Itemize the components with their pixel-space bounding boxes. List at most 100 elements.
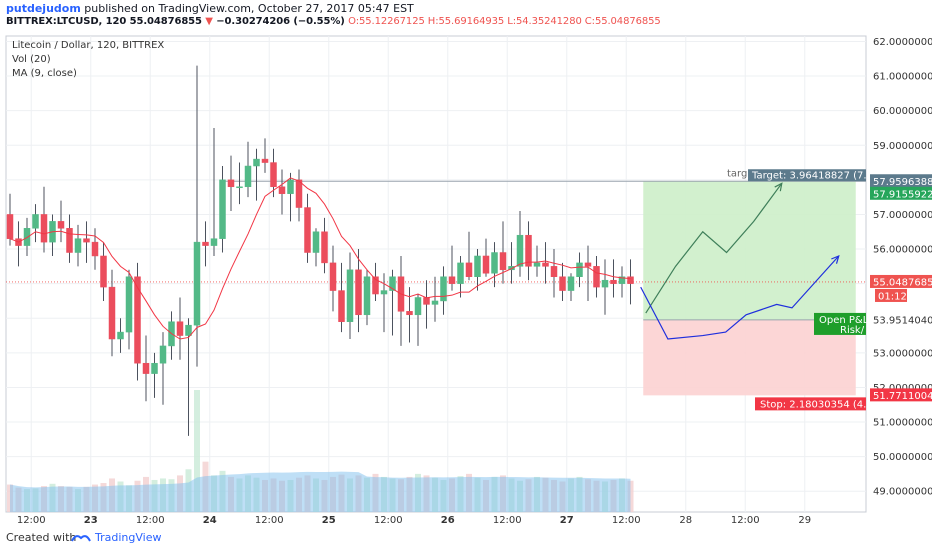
x-tick-label: 12:00 [17,515,46,526]
tradingview-brand[interactable]: TradingView [95,531,162,544]
candle[interactable] [202,241,209,246]
candle[interactable] [491,252,498,274]
candle[interactable] [372,276,379,295]
candle[interactable] [346,269,354,322]
candle[interactable] [270,162,277,188]
candle[interactable] [610,279,617,284]
candle[interactable] [66,228,73,253]
candle[interactable] [380,290,388,295]
candle[interactable] [83,238,90,243]
candle[interactable] [193,241,201,326]
candle[interactable] [236,186,243,189]
candle[interactable] [584,262,592,267]
candle[interactable] [117,331,124,340]
target-label: Target: 3.96418827 (7. [751,170,867,181]
candle[interactable] [576,262,583,277]
candle[interactable] [465,262,473,277]
symbol-line: BITTREX:LTCUSD, 120 55.04876855 ▼ −0.302… [6,16,661,27]
candle[interactable] [431,300,439,305]
candle[interactable] [304,207,311,253]
x-tick-label: 12:00 [136,515,165,526]
candle[interactable] [6,214,14,239]
candle[interactable] [440,276,447,302]
candle[interactable] [40,214,48,243]
candle[interactable] [74,238,82,253]
candle[interactable] [550,266,558,277]
tp-price-tag: 57.91559229 [873,189,932,200]
legend-volume[interactable]: Vol (20) [12,54,51,65]
candle[interactable] [227,179,235,188]
candle[interactable] [219,179,226,239]
candle[interactable] [474,255,481,277]
x-tick-label: 12:00 [493,515,522,526]
candle[interactable] [295,179,303,208]
candle[interactable] [593,266,600,288]
author-link[interactable]: putdejudom [6,2,81,15]
entry-price-tag: 53.95140402 [873,315,932,326]
candle[interactable] [151,362,158,374]
stop-label-bg [755,397,866,411]
blue-forecast-arrow[interactable] [640,255,840,340]
candle[interactable] [482,255,490,274]
candle[interactable] [516,234,524,267]
candle[interactable] [627,276,634,284]
price-chart[interactable]: 12:00 23 12:00 24 12:00 25 12:00 26 12:00 27 12:00… [0,30,932,526]
candle[interactable] [100,255,107,288]
candle[interactable] [508,266,515,271]
candle[interactable] [533,262,541,267]
candle[interactable] [91,241,99,257]
candle[interactable] [457,262,464,284]
volume-ma-area [10,471,631,512]
candle[interactable] [176,321,184,336]
candle[interactable] [338,290,345,322]
candle[interactable] [134,276,141,364]
candle[interactable] [312,231,320,253]
footer: Created with TradingView [0,526,932,550]
open-pl-label: Open P&L [819,315,869,326]
entry-price-tag-bg [870,312,932,326]
down-arrow-icon: ▼ [205,16,213,27]
target-price-tag-bg [870,174,932,188]
candle[interactable] [448,276,456,284]
candle[interactable] [618,276,626,284]
target-zone[interactable] [643,181,856,320]
candle[interactable] [329,262,337,291]
stop-price-tag: 51.77110048 [873,391,932,402]
candle[interactable] [542,262,549,267]
x-tick-label: 27 [560,515,574,526]
candle[interactable] [185,324,192,336]
candle[interactable] [321,231,328,264]
candle[interactable] [363,276,371,316]
candle[interactable] [601,279,609,288]
candle[interactable] [525,234,532,267]
target-caption: targ [727,168,747,179]
x-tick-label: 12:00 [731,515,760,526]
current-price-tag-bg [870,274,932,288]
candle[interactable] [423,297,430,305]
candle[interactable] [244,165,252,188]
ohlc-values: O:55.12267125 H:55.69164935 L:54.3524128… [348,16,661,27]
candle[interactable] [406,311,413,316]
candle[interactable] [57,221,65,229]
candle[interactable] [287,179,294,194]
candle[interactable] [32,214,39,229]
legend-ma[interactable]: MA (9, close) [12,68,77,79]
last-price: 55.04876855 [129,16,202,27]
candle[interactable] [261,158,269,163]
candle[interactable] [253,158,260,167]
candle[interactable] [355,269,362,316]
candle[interactable] [210,238,218,246]
candle[interactable] [108,286,116,340]
candle[interactable] [142,362,150,374]
candle[interactable] [559,276,566,291]
candle[interactable] [414,297,422,316]
candle[interactable] [159,345,167,364]
candle[interactable] [125,276,133,333]
current-price-tag: 55.04876855 [873,277,932,288]
candle[interactable] [499,252,507,271]
candle[interactable] [567,276,575,291]
symbol-text: BITTREX:LTCUSD, 120 [6,16,127,27]
green-forecast-arrow[interactable] [645,182,783,314]
candle[interactable] [278,186,286,194]
candle[interactable] [389,276,396,291]
